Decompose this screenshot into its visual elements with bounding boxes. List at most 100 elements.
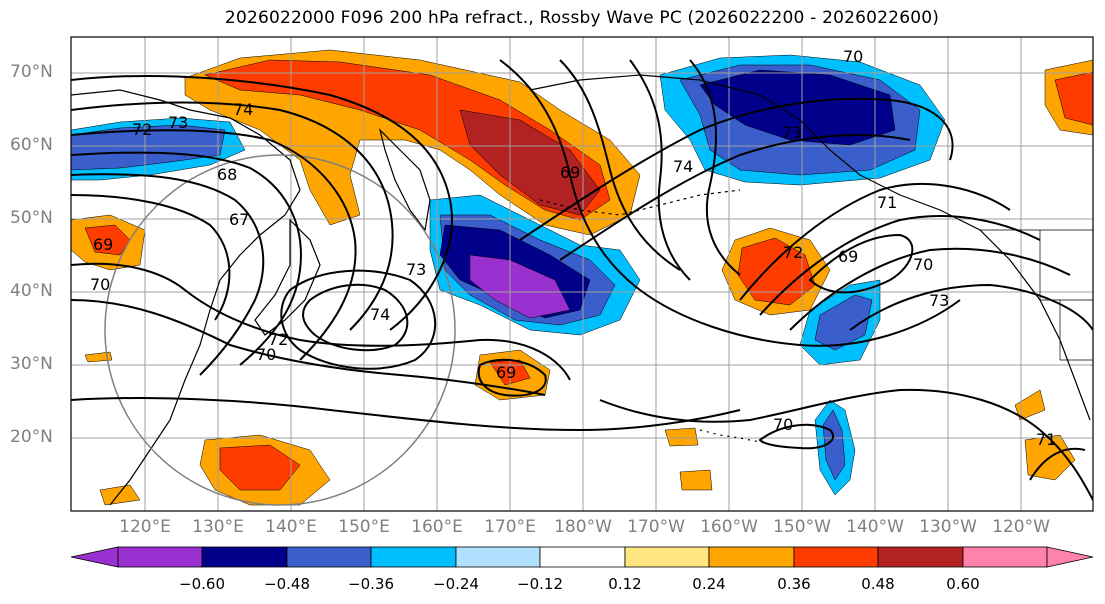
lat-label: 50°N — [10, 208, 53, 228]
contour-line — [599, 388, 1093, 501]
colorbar-tick: 0.36 — [777, 575, 811, 593]
anomaly-positive-southwest-core — [219, 444, 301, 491]
contour-line — [71, 194, 231, 321]
contour-label: 69 — [560, 163, 580, 182]
anomaly-positive-small-1 — [664, 427, 699, 447]
lat-label: 60°N — [10, 135, 53, 155]
contour-label: 71 — [1036, 430, 1056, 449]
colorbar-segment — [708, 546, 795, 568]
lon-label: 130°W — [919, 517, 977, 537]
colorbar-segment — [455, 546, 541, 568]
colorbar-tick: −0.36 — [348, 575, 394, 593]
anomaly-positive-okhotsk-max — [459, 109, 601, 216]
contour-line — [71, 173, 265, 376]
coastline-aleutians — [539, 189, 741, 216]
contour-line — [789, 247, 1071, 331]
anomaly-positive-small-3 — [99, 484, 141, 506]
contour-line — [71, 262, 571, 381]
colorbar-segment — [962, 546, 1048, 568]
contour-label: 72 — [783, 243, 803, 262]
anomaly-negative-hawaii-core — [822, 409, 846, 481]
contour-line — [629, 59, 691, 281]
contour-label: 73 — [929, 291, 949, 310]
colorbar-segment — [201, 546, 288, 568]
colorbar-tick: 0.12 — [608, 575, 642, 593]
contour-line — [71, 129, 357, 361]
contour-label: 74 — [673, 157, 693, 176]
lon-label: 150°W — [773, 517, 831, 537]
colorbar-extend-right — [1046, 546, 1094, 568]
anomaly-negative-siberia-core — [71, 124, 226, 171]
contour-label: 74 — [233, 100, 253, 119]
contour-label: 69 — [838, 247, 858, 266]
colorbar-tick: 0.48 — [861, 575, 895, 593]
coastline-alaska — [529, 74, 1091, 421]
contour-label: 70 — [773, 415, 793, 434]
colorbar — [70, 546, 1094, 568]
contour-label: 73 — [168, 113, 188, 132]
colorbar-tick: 0.24 — [692, 575, 726, 593]
coastline-kamchatka — [378, 128, 431, 232]
contour-line — [71, 151, 302, 366]
border-us-states-2 — [1059, 300, 1093, 361]
reference-circle — [104, 154, 456, 506]
contour-line — [499, 59, 961, 347]
contour-label: 71 — [877, 193, 897, 212]
colorbar-tick: −0.24 — [433, 575, 479, 593]
anomaly-positive-small-4 — [84, 351, 113, 363]
contour-label: 70 — [256, 345, 276, 364]
lon-label: 140°W — [846, 517, 904, 537]
anomaly-positive-east-2-core — [1054, 71, 1093, 126]
contour-line — [71, 74, 453, 331]
contour-line — [477, 358, 547, 397]
contour-labels: 74 73 72 68 67 69 70 73 74 72 70 69 69 7… — [90, 47, 1056, 449]
lon-label: 120°E — [119, 517, 171, 537]
contour-label: 73 — [782, 123, 802, 142]
contour-label: 74 — [370, 305, 390, 324]
contour-line — [280, 269, 437, 370]
contour-line — [759, 215, 1041, 316]
anomaly-negative-pacific-max — [469, 254, 571, 319]
contour-label: 72 — [132, 120, 152, 139]
contour-label: 67 — [229, 210, 249, 229]
map-title: 2026022000 F096 200 hPa refract., Rossby… — [224, 8, 940, 28]
contour-line — [739, 182, 1011, 301]
map-frame — [70, 36, 1094, 512]
colorbar-segment — [624, 546, 710, 568]
lon-label: 170°W — [627, 517, 685, 537]
contour-line — [559, 134, 911, 261]
lat-label: 30°N — [10, 354, 53, 374]
lon-label: 160°E — [411, 517, 463, 537]
colorbar-extend-left — [70, 546, 119, 568]
colorbar-tick: 0.60 — [946, 575, 980, 593]
contour-line — [559, 59, 681, 271]
colorbar-tick: −0.12 — [517, 575, 563, 593]
anomaly-positive-small-2 — [679, 469, 713, 491]
border-us-states-1 — [1039, 230, 1093, 301]
colorbar-tick: −0.48 — [264, 575, 310, 593]
lon-label: 130°E — [192, 517, 244, 537]
contour-line — [758, 423, 835, 450]
colorbar-tick: −0.60 — [179, 575, 225, 593]
lon-label: 120°W — [992, 517, 1050, 537]
refractivity-contours — [71, 59, 1093, 501]
contour-line — [1029, 447, 1086, 481]
colorbar-segment — [793, 546, 879, 568]
colorbar-segment — [117, 546, 203, 568]
contour-line — [849, 283, 1093, 331]
anomaly-negative-subtropical-core — [814, 294, 873, 351]
contour-label: 70 — [90, 275, 110, 294]
coastline-japan — [254, 218, 321, 336]
lat-label: 70°N — [10, 62, 53, 82]
colorbar-segment — [286, 546, 372, 568]
contour-line — [71, 101, 394, 331]
colorbar-segment — [370, 546, 457, 568]
lon-label: 160°W — [700, 517, 758, 537]
lat-label: 20°N — [10, 427, 53, 447]
contour-label: 70 — [913, 255, 933, 274]
lon-label: 150°E — [338, 517, 390, 537]
lon-label: 180°W — [554, 517, 612, 537]
contour-line — [689, 59, 741, 276]
lon-label: 170°E — [484, 517, 536, 537]
